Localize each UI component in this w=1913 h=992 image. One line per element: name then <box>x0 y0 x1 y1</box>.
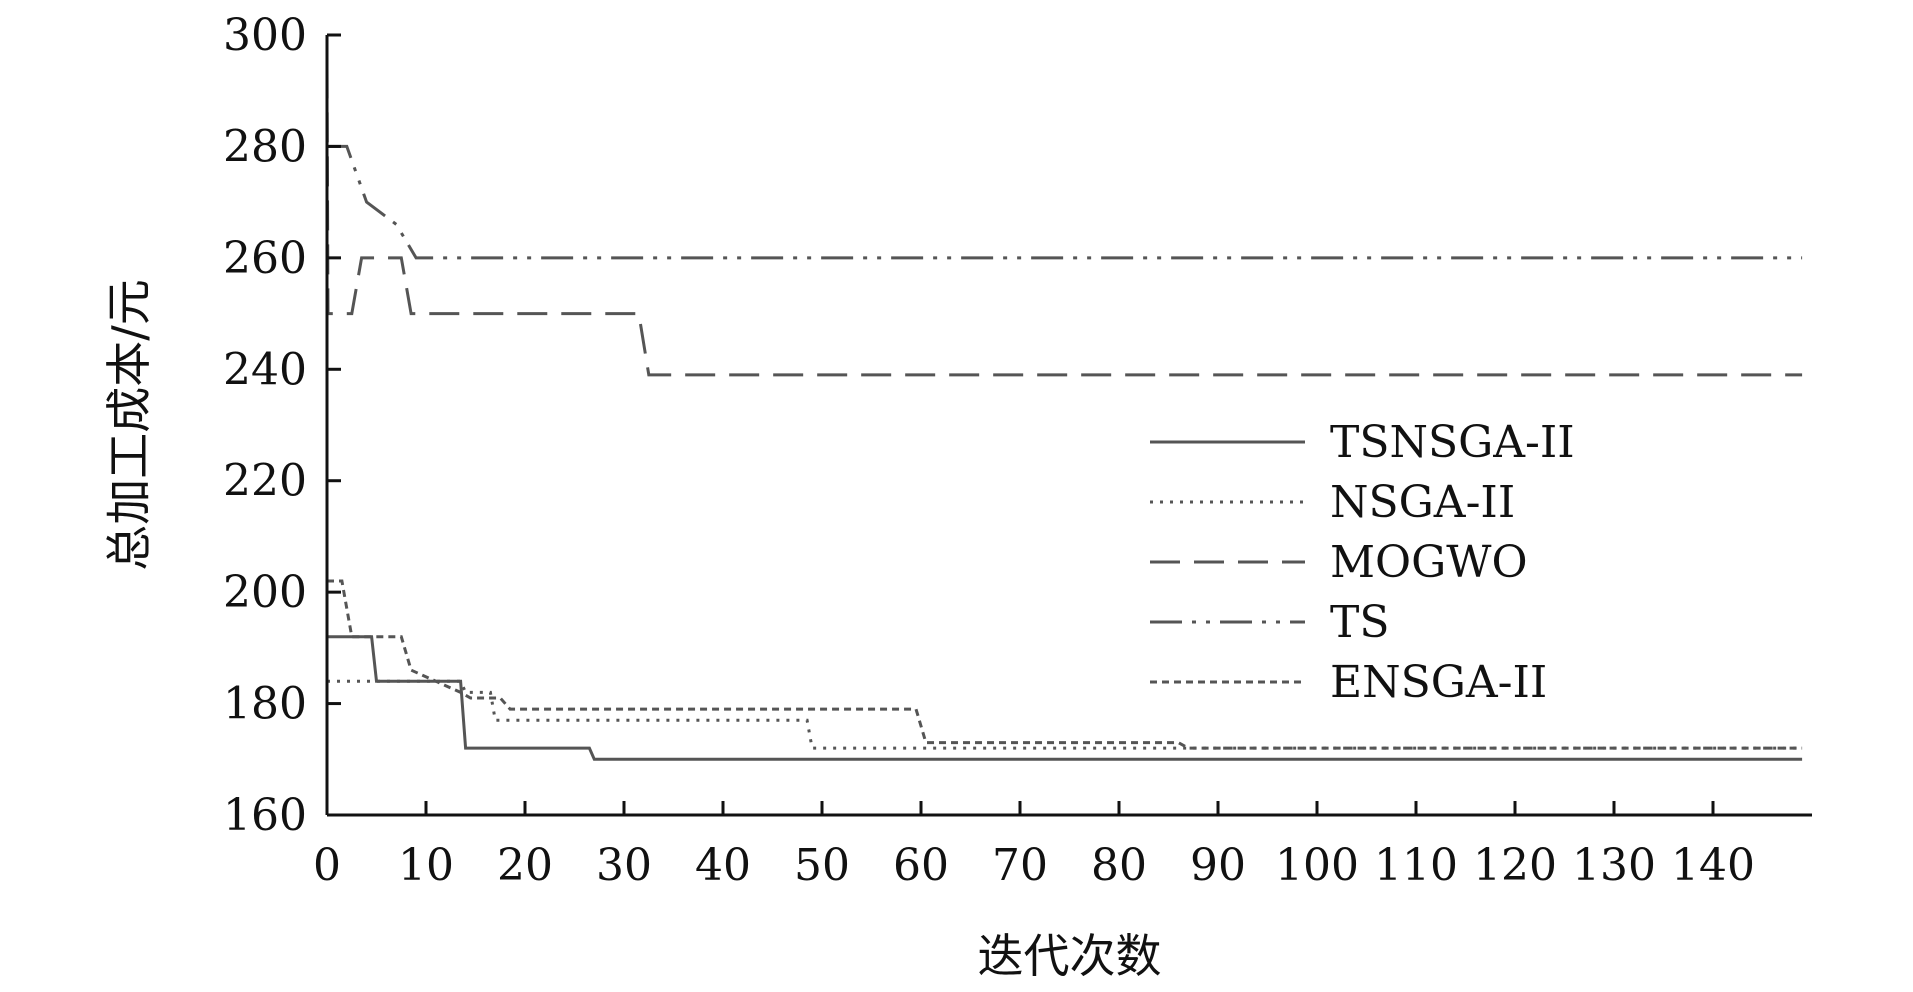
x-tick-label: 100 <box>1275 840 1359 891</box>
y-tick-label: 160 <box>223 790 307 841</box>
series-layer <box>325 68 1803 761</box>
x-tick-label: 110 <box>1374 840 1458 891</box>
x-tick-label: 60 <box>893 840 949 891</box>
x-tick-label: 120 <box>1473 840 1557 891</box>
ticks: 0 10 20 30 40 50 60 70 80 90 100 110 120 130 140 160 180… <box>223 10 1755 891</box>
series-line-ts <box>327 144 1803 260</box>
x-tick-label: 40 <box>695 840 751 891</box>
x-tick-label: 30 <box>596 840 652 891</box>
series-line-mogwo <box>325 68 1803 377</box>
series-line-nsga-ii <box>327 679 1803 750</box>
x-tick-label: 20 <box>497 840 553 891</box>
x-tick-label: 0 <box>313 840 341 891</box>
legend-label: NSGA-II <box>1330 477 1515 528</box>
x-axis-title: 迭代次数 <box>978 929 1162 983</box>
x-tick-label: 140 <box>1671 840 1755 891</box>
y-tick-label: 200 <box>223 567 307 618</box>
legend: TSNSGA-II NSGA-II MOGWO TS ENSGA-II <box>1150 417 1575 708</box>
x-tick-label: 70 <box>992 840 1048 891</box>
series-line-ensga-ii <box>327 579 1803 750</box>
legend-label: ENSGA-II <box>1330 657 1547 708</box>
x-tick-label: 10 <box>398 840 454 891</box>
x-tick-label: 80 <box>1091 840 1147 891</box>
axes <box>325 35 1812 817</box>
y-tick-label: 260 <box>223 233 307 284</box>
y-tick-label: 240 <box>223 344 307 395</box>
x-tick-label: 90 <box>1190 840 1246 891</box>
x-tick-label: 50 <box>794 840 850 891</box>
y-tick-label: 300 <box>223 10 307 61</box>
y-axis-title: 总加工成本/元 <box>102 279 156 571</box>
y-tick-label: 180 <box>223 679 307 730</box>
legend-label: TSNSGA-II <box>1330 417 1575 468</box>
x-tick-label: 130 <box>1572 840 1656 891</box>
series-line-tsnsga-ii <box>327 635 1803 761</box>
y-tick-label: 220 <box>223 456 307 507</box>
legend-label: MOGWO <box>1330 537 1528 588</box>
y-tick-label: 280 <box>223 121 307 172</box>
legend-label: TS <box>1330 597 1390 648</box>
